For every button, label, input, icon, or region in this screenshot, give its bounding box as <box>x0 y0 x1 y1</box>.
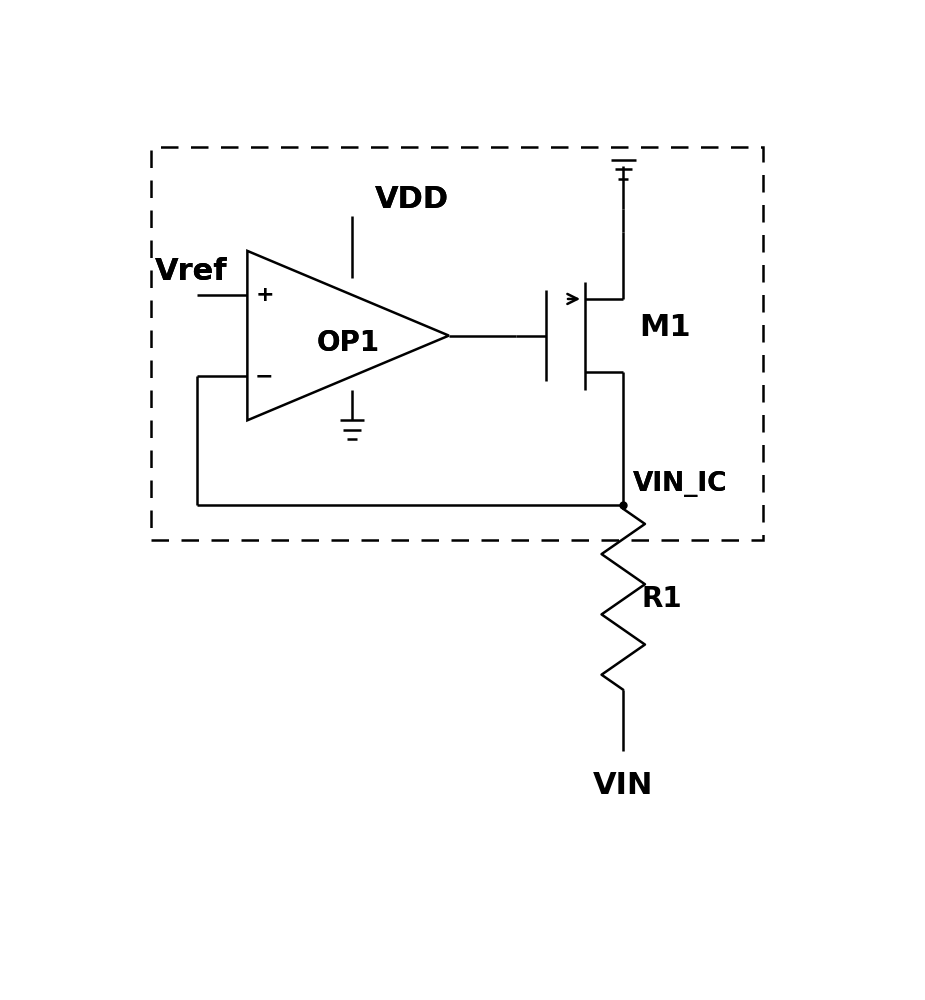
Text: +: + <box>255 285 274 305</box>
Text: OP1: OP1 <box>316 329 379 357</box>
Text: R1: R1 <box>641 585 682 613</box>
Text: VDD: VDD <box>376 185 450 214</box>
Text: VIN: VIN <box>593 771 653 800</box>
Text: VIN_IC: VIN_IC <box>634 471 728 497</box>
Text: VIN_IC: VIN_IC <box>634 471 728 497</box>
Text: M1: M1 <box>639 313 690 342</box>
Text: Vref: Vref <box>154 257 227 286</box>
Text: −: − <box>255 366 274 386</box>
Text: Vref: Vref <box>154 257 227 286</box>
Text: OP1: OP1 <box>316 329 379 357</box>
Text: VDD: VDD <box>376 185 450 214</box>
